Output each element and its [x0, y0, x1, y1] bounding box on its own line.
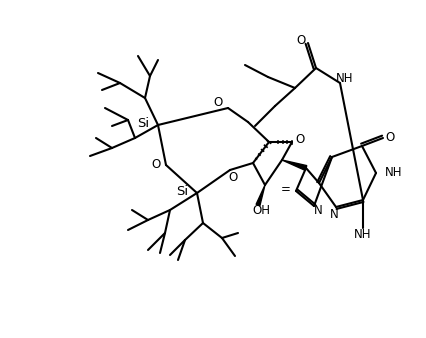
Text: =: = — [280, 184, 290, 196]
Text: O: O — [296, 33, 305, 47]
Text: N: N — [329, 209, 337, 221]
Text: O: O — [385, 131, 394, 145]
Text: OH: OH — [251, 204, 269, 217]
Text: NH: NH — [384, 167, 402, 179]
Polygon shape — [281, 160, 306, 170]
Text: Si: Si — [176, 186, 187, 198]
Text: O: O — [213, 97, 222, 110]
Text: O: O — [151, 159, 160, 171]
Text: N: N — [313, 204, 322, 217]
Polygon shape — [256, 185, 265, 206]
Text: NH: NH — [335, 72, 353, 84]
Text: Si: Si — [137, 118, 149, 130]
Text: O: O — [228, 171, 237, 185]
Text: O: O — [295, 134, 304, 146]
Text: NH: NH — [354, 227, 371, 241]
